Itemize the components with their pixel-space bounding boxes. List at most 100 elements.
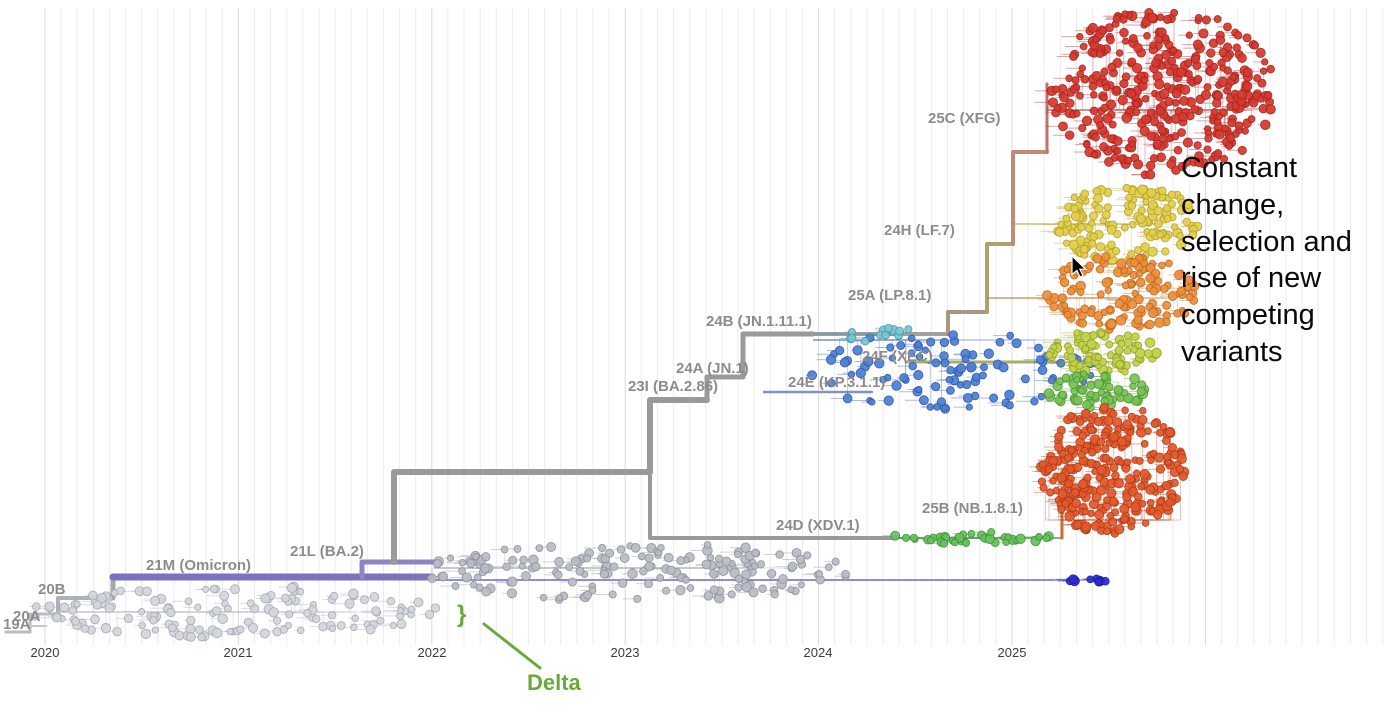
tip-node[interactable] — [1161, 34, 1170, 42]
tip-node[interactable] — [1093, 378, 1104, 390]
tip-node[interactable] — [909, 533, 918, 542]
tip-node[interactable] — [1165, 259, 1173, 268]
tip-node[interactable] — [899, 373, 909, 383]
tip-node[interactable] — [1101, 453, 1111, 463]
tip-node[interactable] — [1132, 159, 1144, 170]
tip-node[interactable] — [1113, 136, 1123, 146]
tip-node[interactable] — [1213, 149, 1223, 158]
tip-node[interactable] — [1066, 411, 1075, 421]
tree-branch[interactable] — [648, 470, 894, 540]
tip-node[interactable] — [1170, 478, 1179, 487]
tip-node[interactable] — [376, 616, 385, 625]
tip-node[interactable] — [1070, 211, 1081, 222]
tip-node[interactable] — [535, 544, 544, 552]
tip-node[interactable] — [1063, 453, 1073, 463]
tip-node[interactable] — [1138, 499, 1147, 508]
tip-node[interactable] — [1047, 376, 1056, 385]
tip-node[interactable] — [998, 362, 1009, 373]
tip-node[interactable] — [185, 631, 196, 642]
tip-node[interactable] — [1148, 307, 1159, 319]
tip-node[interactable] — [1133, 315, 1143, 325]
tip-node[interactable] — [1145, 160, 1156, 171]
tip-node[interactable] — [1081, 521, 1092, 532]
tip-node[interactable] — [279, 625, 288, 634]
tip-node[interactable] — [1096, 465, 1107, 476]
tip-node[interactable] — [31, 611, 40, 621]
tip-node[interactable] — [539, 593, 548, 602]
tree-branch[interactable] — [1011, 150, 1049, 246]
tip-node[interactable] — [328, 624, 337, 633]
tip-node[interactable] — [1165, 427, 1175, 438]
tip-node[interactable] — [311, 614, 321, 624]
tip-node[interactable] — [939, 539, 949, 548]
tip-node[interactable] — [582, 554, 592, 563]
tip-node[interactable] — [1059, 277, 1070, 288]
tip-node[interactable] — [1011, 338, 1022, 349]
tip-node[interactable] — [1082, 400, 1092, 410]
tip-node[interactable] — [1121, 406, 1129, 415]
tip-node[interactable] — [1112, 85, 1121, 94]
tip-node[interactable] — [96, 592, 107, 604]
tip-node[interactable] — [1056, 358, 1066, 368]
tip-node[interactable] — [1140, 242, 1150, 252]
tip-node[interactable] — [1176, 66, 1187, 78]
tip-node[interactable] — [1098, 26, 1108, 36]
tip-node[interactable] — [166, 607, 176, 618]
tip-node[interactable] — [1156, 230, 1165, 239]
tip-node[interactable] — [1075, 361, 1084, 370]
tip-node[interactable] — [1198, 28, 1209, 39]
tip-node[interactable] — [1131, 332, 1140, 342]
tip-node[interactable] — [150, 595, 161, 606]
tip-node[interactable] — [71, 617, 80, 626]
tip-node[interactable] — [734, 574, 744, 583]
tip-node[interactable] — [946, 365, 955, 375]
tip-node[interactable] — [1162, 14, 1172, 24]
tip-node[interactable] — [236, 625, 245, 634]
tip-node[interactable] — [1104, 286, 1112, 295]
tip-node[interactable] — [1088, 82, 1098, 91]
tip-node[interactable] — [1147, 12, 1158, 24]
tip-node[interactable] — [1237, 53, 1247, 63]
tip-node[interactable] — [1255, 47, 1266, 58]
tip-node[interactable] — [73, 600, 81, 608]
tip-node[interactable] — [1128, 140, 1137, 148]
tip-node[interactable] — [1058, 121, 1068, 132]
tip-node[interactable] — [1102, 113, 1113, 124]
tip-node[interactable] — [868, 398, 876, 406]
tip-node[interactable] — [1145, 319, 1155, 330]
tip-node[interactable] — [1049, 477, 1057, 485]
tip-node[interactable] — [1064, 511, 1075, 522]
tip-node[interactable] — [1111, 246, 1121, 256]
tip-node[interactable] — [1099, 142, 1109, 152]
tip-node[interactable] — [1230, 73, 1238, 81]
tip-node[interactable] — [1151, 58, 1161, 68]
tip-node[interactable] — [389, 622, 397, 630]
tip-node[interactable] — [1037, 365, 1048, 376]
tip-node[interactable] — [1088, 448, 1097, 457]
tip-node[interactable] — [369, 592, 380, 602]
tip-node[interactable] — [1005, 401, 1014, 410]
tip-node[interactable] — [1227, 118, 1237, 128]
tip-node[interactable] — [951, 538, 959, 547]
tip-node[interactable] — [502, 562, 511, 571]
tip-node[interactable] — [1236, 89, 1247, 100]
tip-node[interactable] — [718, 565, 729, 577]
tip-node[interactable] — [1063, 239, 1071, 247]
tip-node[interactable] — [1164, 97, 1174, 107]
tip-node[interactable] — [1147, 199, 1158, 211]
tip-node[interactable] — [1057, 293, 1068, 303]
tip-node[interactable] — [948, 330, 958, 340]
tip-node[interactable] — [842, 393, 853, 404]
tip-node[interactable] — [1193, 75, 1203, 84]
tip-node[interactable] — [740, 542, 751, 553]
tip-node[interactable] — [1116, 436, 1128, 447]
tip-node[interactable] — [1067, 446, 1076, 454]
tip-node[interactable] — [918, 395, 929, 406]
tip-node[interactable] — [1146, 498, 1155, 507]
tip-node[interactable] — [1104, 157, 1114, 167]
tip-node[interactable] — [989, 393, 999, 403]
tip-node[interactable] — [1072, 83, 1081, 91]
tip-node[interactable] — [1132, 100, 1140, 108]
tip-node[interactable] — [446, 554, 455, 562]
tip-node[interactable] — [930, 381, 941, 392]
